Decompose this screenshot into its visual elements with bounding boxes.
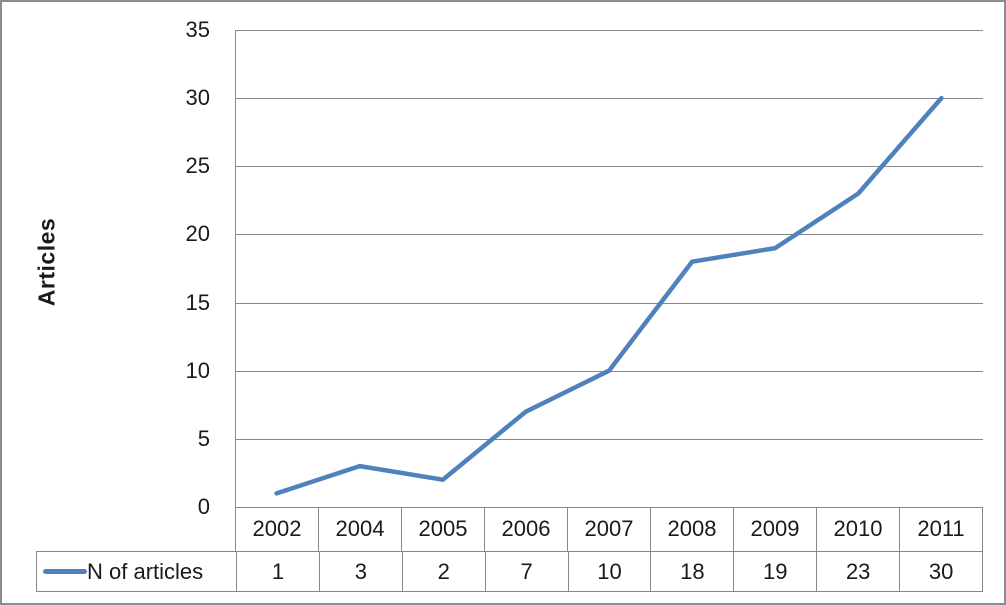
table-value-2002: 1 bbox=[236, 552, 319, 591]
data-table-row: N of articles 1 3 2 7 10 18 19 23 30 bbox=[36, 551, 983, 592]
table-value-2007: 10 bbox=[567, 552, 651, 591]
gridline-y-20 bbox=[235, 234, 983, 235]
table-value-2006: 7 bbox=[484, 552, 568, 591]
x-category-2011: 2011 bbox=[899, 507, 982, 551]
legend-label: N of articles bbox=[87, 558, 204, 584]
x-category-2004: 2004 bbox=[318, 507, 401, 551]
y-axis-line bbox=[235, 30, 236, 507]
table-value-2005: 2 bbox=[401, 552, 485, 591]
x-category-2010: 2010 bbox=[816, 507, 899, 551]
y-axis-title: Articles bbox=[33, 217, 60, 307]
gridline-y-15 bbox=[235, 303, 983, 304]
line-series-plot bbox=[274, 95, 944, 496]
y-tick-label-30: 30 bbox=[185, 85, 210, 110]
table-value-2011: 30 bbox=[899, 552, 982, 591]
gridline-y-25 bbox=[235, 166, 983, 167]
gridline-y-5 bbox=[235, 439, 983, 440]
y-tick-label-10: 10 bbox=[185, 358, 210, 383]
gridline-y-0 bbox=[235, 507, 983, 508]
line-series bbox=[274, 95, 944, 496]
line-legend-marker bbox=[43, 569, 87, 574]
x-category-2007: 2007 bbox=[567, 507, 650, 551]
table-value-2009: 19 bbox=[733, 552, 816, 591]
y-tick-label-0: 0 bbox=[197, 494, 210, 519]
table-value-2004: 3 bbox=[318, 552, 402, 591]
y-tick-label-5: 5 bbox=[197, 426, 210, 451]
x-category-2005: 2005 bbox=[401, 507, 484, 551]
y-tick-label-20: 20 bbox=[185, 221, 210, 246]
x-category-2002: 2002 bbox=[252, 516, 302, 541]
gridline-y-30 bbox=[235, 98, 983, 99]
table-value-2008: 18 bbox=[650, 552, 733, 591]
legend-cell: N of articles bbox=[37, 552, 236, 591]
y-tick-label-35: 35 bbox=[185, 17, 210, 42]
table-value-2010: 23 bbox=[816, 552, 899, 591]
x-category-2009: 2009 bbox=[733, 507, 816, 551]
gridline-y-35 bbox=[235, 30, 983, 31]
y-tick-label-15: 15 bbox=[185, 290, 210, 315]
x-axis-category-row: 2002 2004 2005 2006 2007 2008 2009 2010 2011 bbox=[235, 507, 983, 551]
y-tick-label-25: 25 bbox=[185, 153, 210, 178]
x-category-2006: 2006 bbox=[484, 507, 567, 551]
x-category-2008: 2008 bbox=[650, 507, 733, 551]
